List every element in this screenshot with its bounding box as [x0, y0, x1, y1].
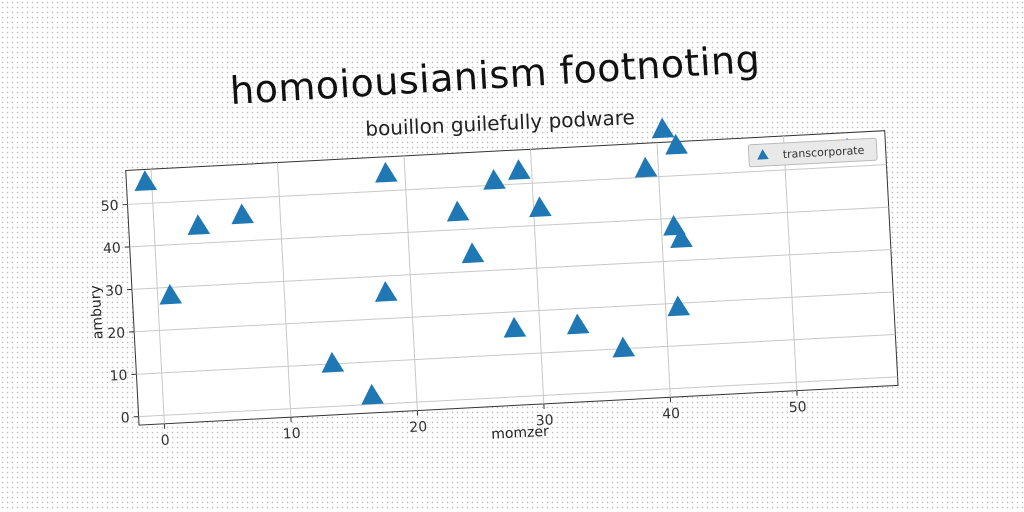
scatter-point: [566, 313, 590, 335]
legend-label: transcorporate: [782, 144, 864, 161]
x-tick-label: 10: [282, 426, 301, 443]
x-tick-label: 40: [662, 406, 681, 423]
x-tick-label: 20: [409, 419, 428, 436]
x-grid-line: [150, 169, 165, 424]
x-tick-label: 50: [788, 399, 807, 416]
scatter-point: [612, 336, 636, 358]
scatter-point: [667, 295, 691, 317]
legend-marker-triangle: [757, 149, 769, 160]
scatter-point: [231, 203, 254, 225]
scatter-point: [375, 161, 398, 183]
y-tick-label: 50: [100, 198, 119, 215]
scatter-point: [529, 196, 552, 218]
y-tick-label: 30: [105, 283, 124, 300]
y-grid-line: [136, 333, 896, 375]
scatter-point: [503, 316, 527, 338]
scatter-point: [670, 227, 693, 249]
scatter-point: [187, 214, 211, 236]
x-grid-line: [656, 142, 671, 398]
chart-title: homoiousianism footnoting: [229, 37, 762, 113]
scatter-point: [651, 117, 675, 139]
y-tick-label: 20: [107, 325, 126, 342]
plot-area: 0 10 20 30 40 50 0 10 20 30 40 50 momzer ambury tra…: [88, 117, 899, 449]
chart-subtitle: bouillon guilefully podware: [365, 105, 635, 141]
y-grid-line: [134, 291, 894, 333]
scatter-point: [634, 156, 658, 178]
scatter-point: [374, 281, 398, 302]
x-grid-line: [277, 162, 292, 418]
x-axis-label: momzer: [491, 424, 550, 443]
scatter-point: [361, 383, 384, 405]
y-tick-label: 40: [103, 240, 122, 257]
y-grid-line: [127, 164, 887, 205]
data-points: [134, 117, 860, 405]
scatter-point: [159, 283, 183, 305]
x-tick-label: 0: [160, 433, 170, 449]
legend: transcorporate: [747, 137, 878, 168]
scatter-point: [446, 200, 470, 222]
legend-box: [747, 137, 878, 168]
grid-lines: [127, 135, 898, 424]
y-tick-label: 0: [120, 410, 130, 426]
y-grid-line: [138, 376, 898, 418]
scatter-point: [483, 168, 506, 190]
scatter-point: [461, 242, 485, 264]
scatter-point: [134, 170, 158, 192]
plot-frame: [125, 130, 899, 426]
axis-ticks: 0 10 20 30 40 50 0 10 20 30 40 50: [100, 198, 807, 449]
y-grid-line: [131, 249, 891, 290]
y-tick-label: 10: [109, 368, 128, 385]
x-grid-line: [530, 149, 545, 404]
scatter-point: [508, 159, 531, 180]
scatter-point: [665, 133, 688, 155]
x-grid-line: [782, 135, 798, 391]
x-tick-label: 30: [535, 412, 554, 429]
x-grid-line: [403, 155, 418, 411]
y-grid-line: [129, 206, 889, 248]
y-axis-label: ambury: [88, 285, 107, 340]
scatter-point: [321, 351, 345, 373]
